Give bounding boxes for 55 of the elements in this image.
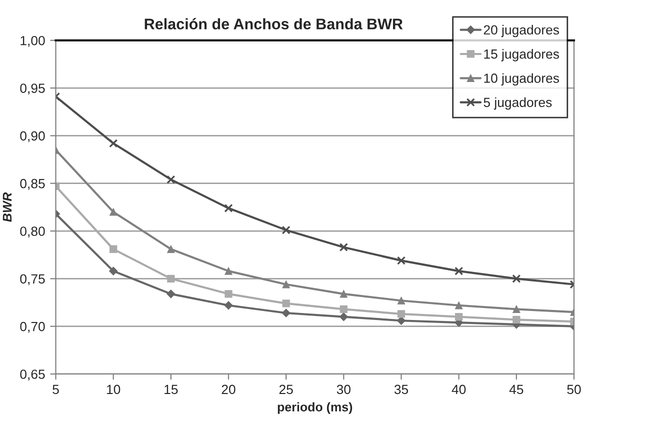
point <box>454 266 464 276</box>
point <box>512 316 520 324</box>
point <box>396 256 406 265</box>
point <box>455 312 463 321</box>
point <box>512 305 520 314</box>
y-tick-label: 0,95 <box>20 84 45 95</box>
x-tick-label: 5 <box>52 384 59 394</box>
y-axis-title: BWR <box>2 192 12 222</box>
legend-label: 10 jugadores <box>484 73 560 86</box>
legend-label: 5 jugadores <box>484 97 552 110</box>
x-tick-label: 35 <box>394 384 408 394</box>
point <box>109 139 118 148</box>
point <box>340 305 348 314</box>
point <box>166 175 176 184</box>
point <box>282 280 290 288</box>
x-tick-label: 45 <box>509 384 524 394</box>
point <box>339 312 348 322</box>
point <box>282 300 290 308</box>
x-axis-title: periodo (ms) <box>278 402 352 414</box>
x-tick-label: 10 <box>107 384 120 394</box>
point <box>455 302 463 310</box>
point <box>110 245 118 253</box>
point <box>224 301 233 310</box>
x-tick-label: 40 <box>452 384 466 394</box>
point <box>224 204 233 212</box>
x-tick-label: 30 <box>336 384 350 394</box>
point <box>340 290 348 298</box>
point <box>339 242 348 252</box>
y-tick-label: 0,80 <box>20 226 45 238</box>
point <box>167 274 175 282</box>
point <box>224 290 232 298</box>
point <box>397 310 406 318</box>
x-tick-label: 25 <box>279 384 293 394</box>
y-tick-label: 1,00 <box>20 36 45 47</box>
point <box>512 274 521 283</box>
legend-label: 15 jugadores <box>484 49 560 62</box>
y-tick-label: 0,70 <box>20 322 45 333</box>
x-tick-label: 20 <box>222 384 236 394</box>
x-tick-label: 15 <box>164 384 178 394</box>
point <box>224 267 232 275</box>
point <box>109 266 118 276</box>
point <box>166 290 176 298</box>
point <box>167 245 175 253</box>
chart-title: Relación de Anchos de Banda BWR <box>144 18 403 30</box>
y-tick-label: 0,85 <box>20 178 45 190</box>
legend-label: 20 jugadores <box>484 24 560 38</box>
x-tick-label: 50 <box>567 384 581 394</box>
point <box>282 308 290 318</box>
y-tick-label: 0,90 <box>20 131 45 142</box>
point <box>282 226 290 234</box>
y-tick-label: 0,75 <box>20 274 45 286</box>
point <box>396 316 406 325</box>
point <box>110 208 118 216</box>
y-tick-label: 0,65 <box>20 370 45 380</box>
point <box>397 296 406 304</box>
